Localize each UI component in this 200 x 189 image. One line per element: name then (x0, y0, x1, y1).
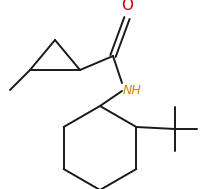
Text: NH: NH (122, 84, 141, 97)
Text: O: O (120, 0, 132, 13)
